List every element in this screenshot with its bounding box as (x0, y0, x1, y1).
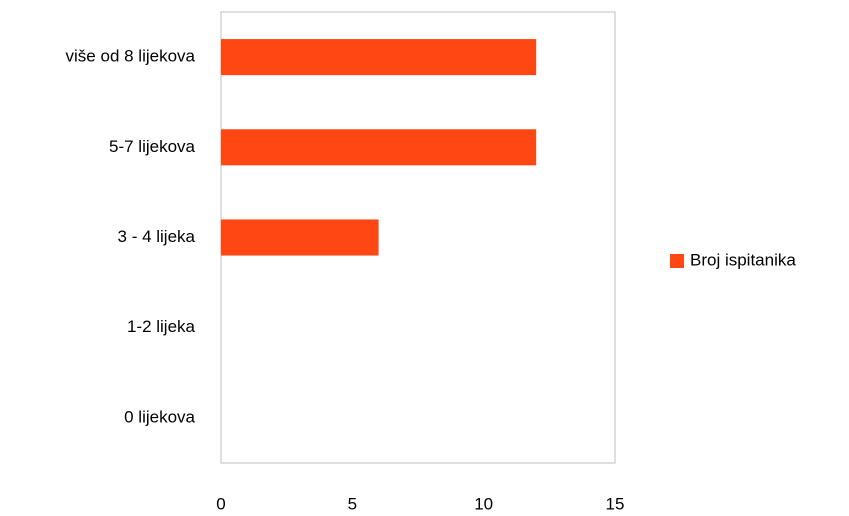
y-tick-label: 5-7 lijekova (109, 137, 196, 156)
y-tick-label: 1-2 lijeka (127, 317, 196, 336)
legend-label: Broj ispitanika (690, 250, 796, 269)
x-tick-label: 5 (348, 494, 357, 513)
y-tick-label: više od 8 lijekova (66, 47, 196, 66)
y-tick-label: 0 lijekova (124, 407, 195, 426)
x-tick-label: 10 (474, 494, 493, 513)
bar (221, 39, 537, 76)
x-tick-label: 0 (216, 494, 225, 513)
bar (221, 219, 379, 256)
legend-swatch (670, 254, 684, 268)
bar (221, 129, 537, 166)
x-tick-label: 15 (606, 494, 625, 513)
y-tick-label: 3 - 4 lijeka (118, 227, 196, 246)
